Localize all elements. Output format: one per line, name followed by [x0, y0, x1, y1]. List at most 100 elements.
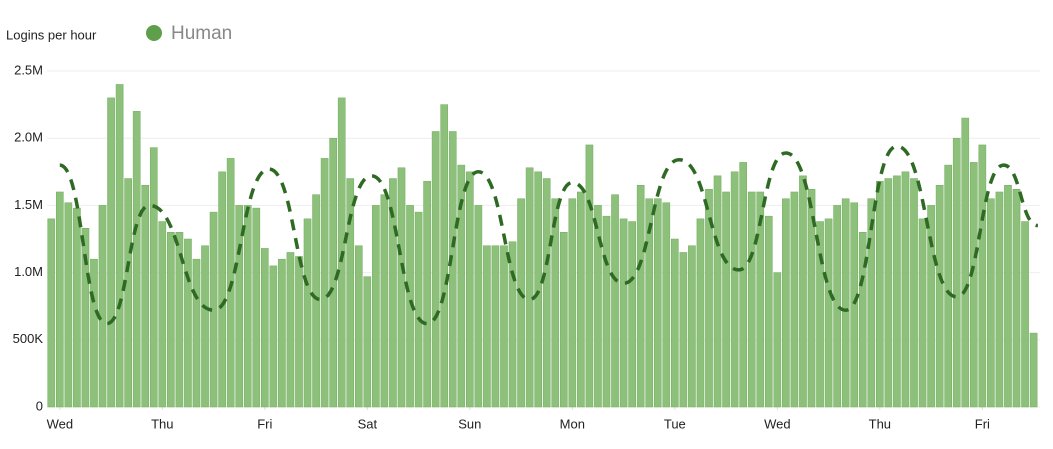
bar: [235, 205, 244, 408]
y-tick-label: 0: [36, 398, 43, 413]
bar: [380, 194, 389, 408]
bar: [278, 258, 286, 408]
bar: [824, 218, 833, 408]
y-tick-label: 1.5M: [14, 197, 43, 212]
bar: [713, 175, 722, 408]
bar: [662, 202, 671, 408]
y-tick-label: 2.5M: [14, 62, 43, 77]
bar: [816, 221, 824, 408]
bar: [577, 191, 585, 408]
bar: [858, 232, 867, 408]
bar: [747, 191, 756, 408]
bar: [389, 178, 397, 408]
bar: [893, 175, 901, 408]
y-tick-label: 2.0M: [14, 130, 43, 145]
bar: [901, 171, 910, 408]
bar: [551, 198, 560, 408]
bar: [739, 162, 747, 408]
bar: [1004, 184, 1012, 408]
bar: [329, 137, 337, 408]
x-tick-label: Fri: [975, 416, 990, 431]
bar: [149, 147, 158, 408]
bar: [602, 215, 611, 408]
bar: [90, 258, 98, 408]
bar: [568, 198, 577, 408]
bar: [107, 97, 115, 408]
bar: [457, 164, 466, 408]
bar: [81, 227, 90, 408]
bar: [295, 256, 303, 408]
x-tick-label: Thu: [869, 416, 891, 431]
bar: [372, 205, 380, 408]
bar: [619, 218, 628, 408]
bar: [995, 191, 1004, 408]
bar: [679, 252, 688, 408]
x-tick-label: Tue: [664, 416, 686, 431]
legend-label: Human: [171, 23, 232, 44]
bar: [448, 131, 457, 408]
bar: [696, 218, 705, 408]
y-tick-label: 500K: [13, 331, 44, 346]
bar: [782, 198, 790, 408]
bar: [98, 205, 107, 408]
bar: [764, 215, 773, 408]
bar: [611, 194, 619, 408]
bar: [833, 205, 841, 408]
bar: [542, 178, 551, 408]
bar: [431, 131, 440, 408]
bar: [722, 191, 730, 408]
bar: [218, 171, 226, 408]
x-tick-label: Wed: [47, 416, 74, 431]
bar: [517, 198, 525, 408]
bar: [636, 184, 645, 408]
y-axis-label: Logins per hour: [6, 27, 97, 42]
legend-marker: [146, 25, 162, 41]
bar: [961, 117, 970, 408]
bar: [141, 184, 150, 408]
bar: [799, 175, 807, 408]
bar: [167, 232, 175, 408]
bar: [73, 207, 81, 408]
bar: [884, 178, 893, 408]
bar: [876, 180, 884, 408]
bar: [987, 198, 995, 408]
bar: [1029, 332, 1038, 408]
bar: [286, 252, 295, 408]
bar: [491, 245, 500, 408]
x-tick-label: Wed: [764, 416, 791, 431]
bar: [671, 238, 679, 408]
bar: [790, 191, 799, 408]
bar: [559, 232, 568, 408]
bar: [132, 111, 141, 408]
x-tick-label: Fri: [257, 416, 272, 431]
bar: [645, 198, 654, 408]
bar: [867, 198, 876, 408]
bar: [508, 241, 517, 408]
bar: [423, 180, 431, 408]
bar: [525, 167, 534, 408]
bar: [585, 144, 594, 408]
bar: [628, 221, 636, 408]
bar: [260, 248, 269, 408]
bar: [978, 144, 987, 408]
x-tick-label: Thu: [151, 416, 173, 431]
bar: [201, 245, 209, 408]
bar: [773, 272, 782, 408]
bar: [653, 198, 662, 408]
bar: [414, 211, 423, 408]
bar: [303, 218, 312, 408]
x-tick-label: Sun: [458, 416, 481, 431]
x-tick-label: Sat: [358, 416, 378, 431]
bar: [175, 232, 184, 408]
bar: [756, 191, 765, 408]
bar: [935, 184, 944, 408]
bar: [1021, 221, 1029, 408]
bar: [320, 158, 329, 408]
bar: [841, 198, 850, 408]
bar: [910, 178, 918, 408]
bar: [252, 207, 261, 408]
bar: [705, 189, 713, 408]
bar: [192, 258, 201, 408]
bar: [184, 238, 192, 408]
